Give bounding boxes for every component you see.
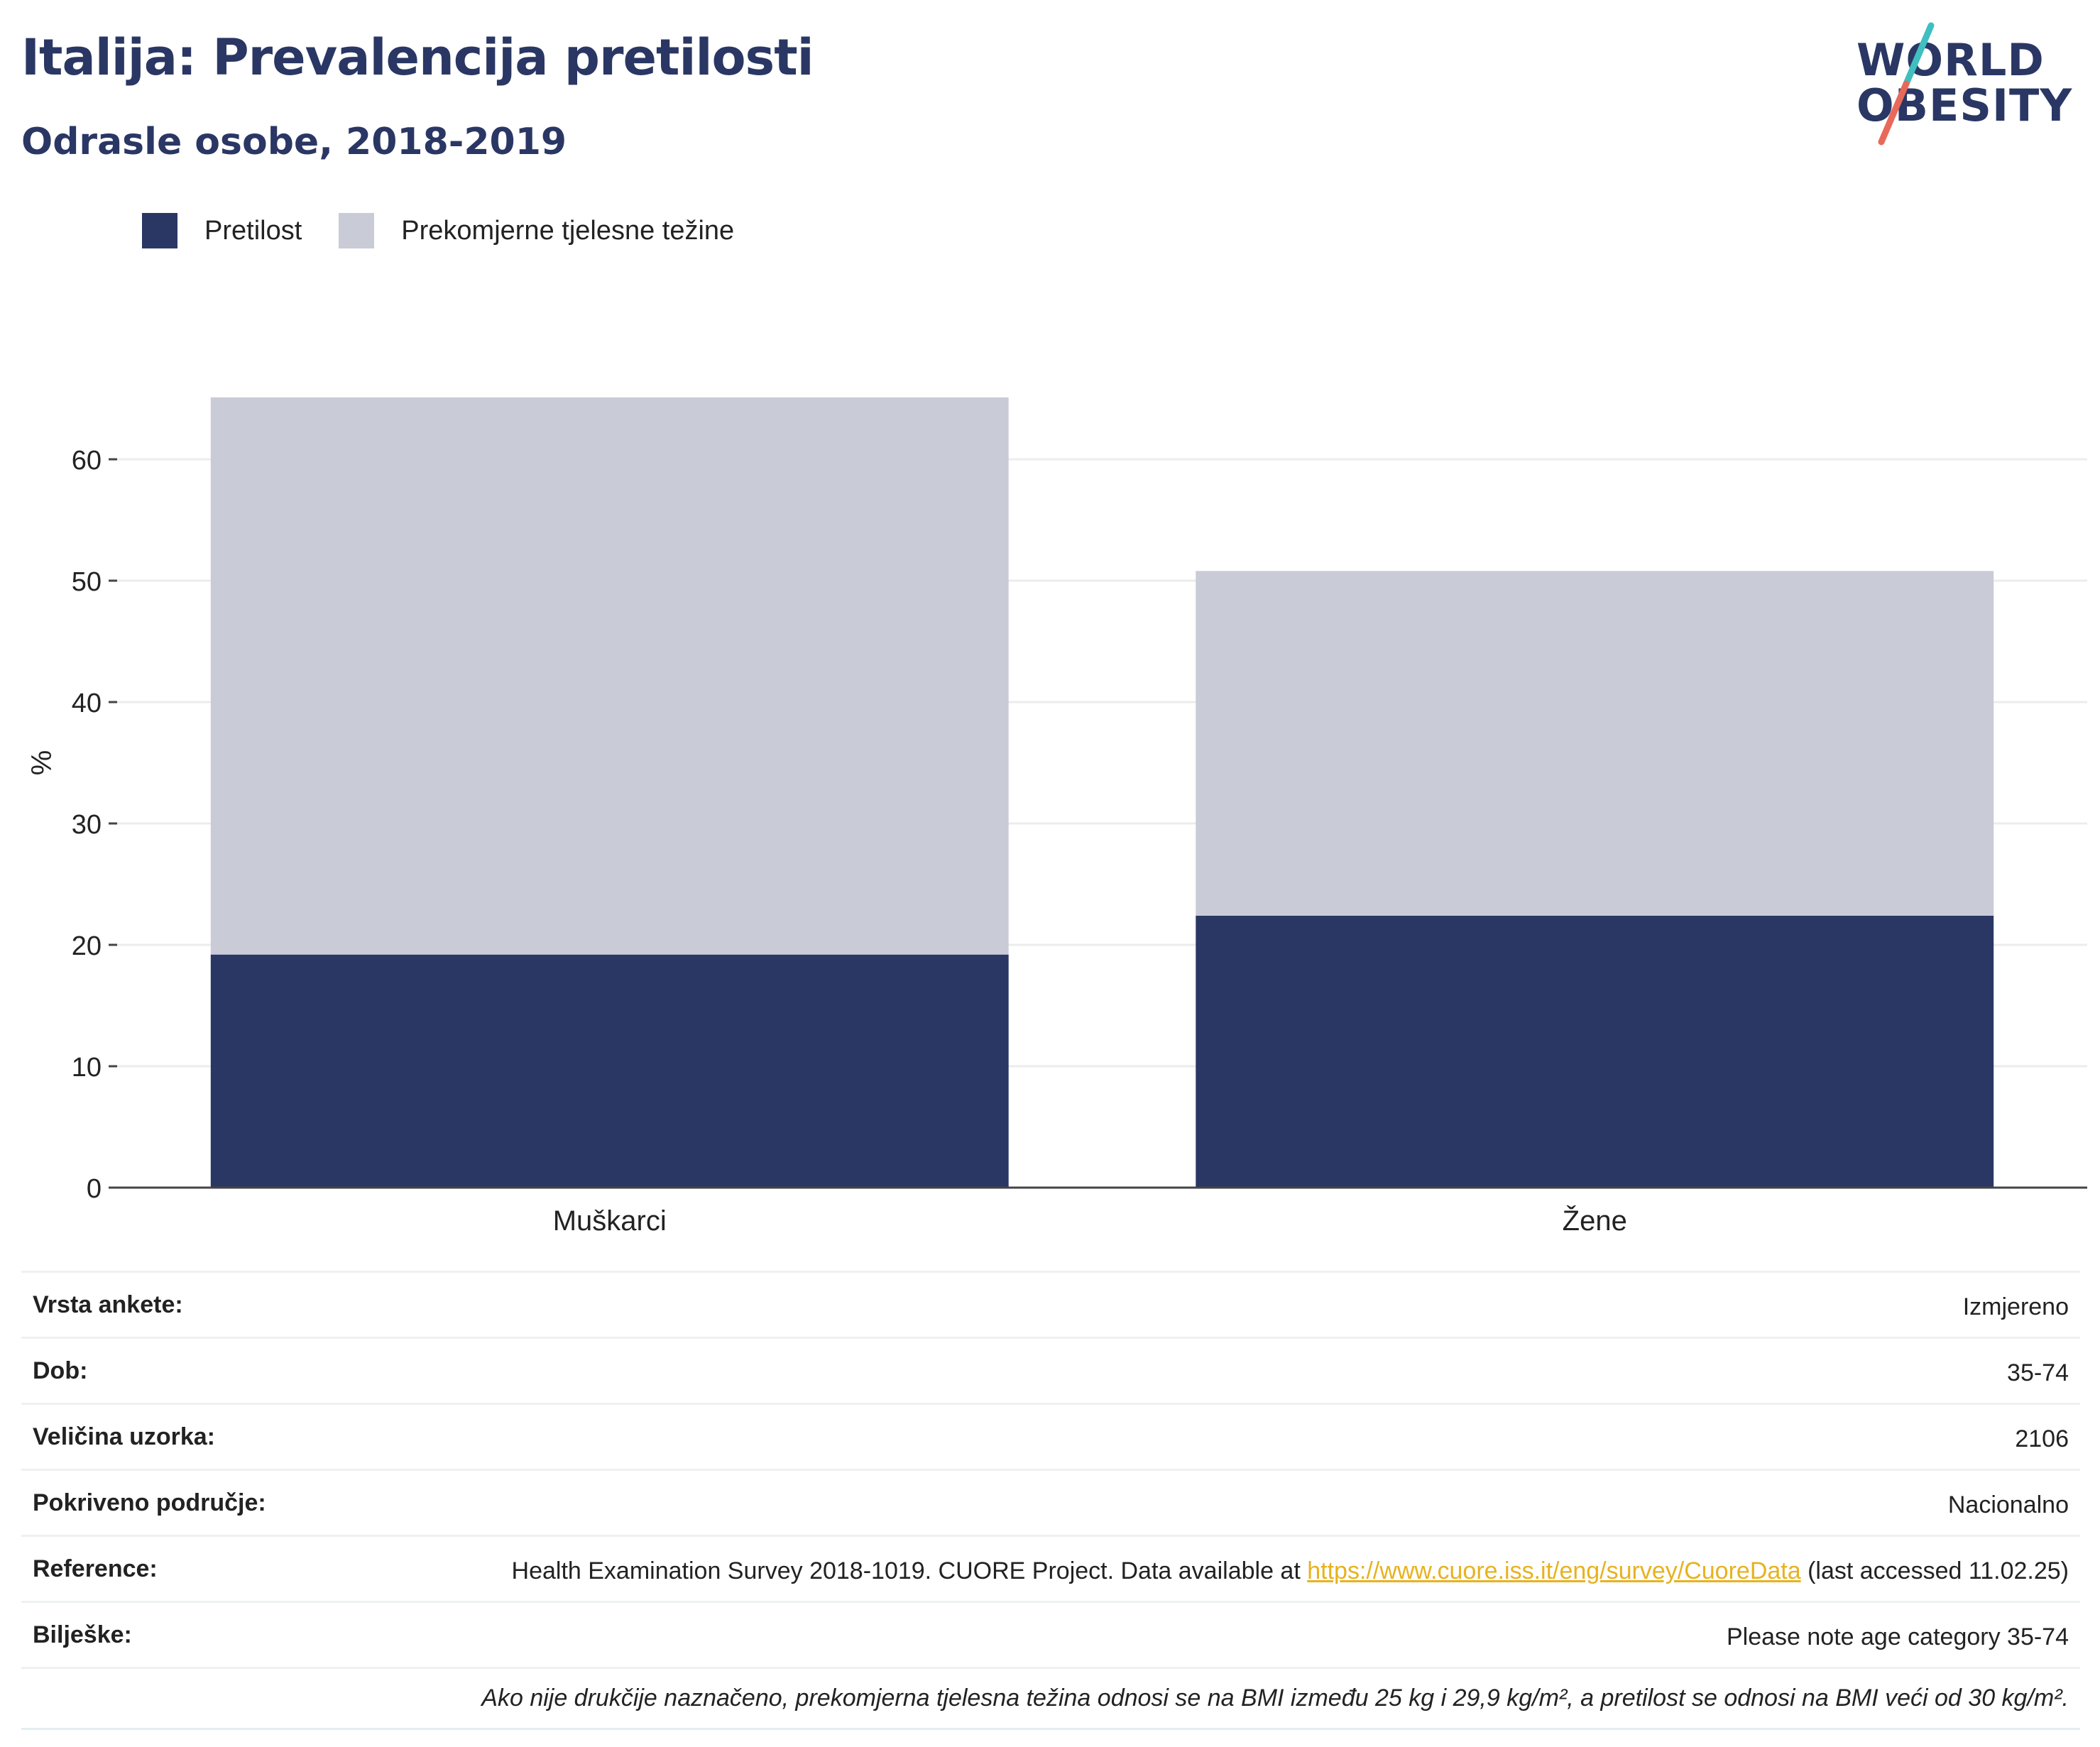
legend-swatch-overweight <box>339 213 375 248</box>
info-row-notes: Bilješke: Please note age category 35-74 <box>21 1601 2080 1667</box>
y-tick-label: 30 <box>72 810 102 840</box>
logo-line-1: WORLD <box>1856 34 2045 86</box>
legend-swatch-obesity <box>142 213 177 248</box>
info-value: 35-74 <box>2007 1359 2069 1386</box>
y-tick-label: 20 <box>72 931 102 961</box>
y-tick-label: 50 <box>72 567 102 597</box>
stacked-bar-chart: 0 10 20 30 40 50 60% Muškarci Žene <box>26 397 2087 1237</box>
world-obesity-logo: WORLD OBESITY <box>1849 20 2091 155</box>
x-tick-label: Muškarci <box>553 1205 667 1237</box>
info-value: Please note age category 35-74 <box>1726 1623 2069 1650</box>
info-label: Dob: <box>33 1357 88 1384</box>
legend-label-obesity: Pretilost <box>204 215 302 246</box>
x-tick-label: Žene <box>1563 1205 1627 1237</box>
info-row-area-covered: Pokriveno područje: Nacionalno <box>21 1469 2080 1535</box>
bar-obesity <box>210 954 1009 1188</box>
logo-slash-icon <box>1878 22 1935 146</box>
legend-item-obesity: Pretilost <box>142 213 302 248</box>
reference-text: Health Examination Survey 2018-1019. CUO… <box>511 1557 1308 1584</box>
definition-footnote: Ako nije drukčije naznačeno, prekomjerna… <box>21 1667 2080 1730</box>
info-label: Veličina uzorka: <box>33 1423 215 1450</box>
info-row-survey-type: Vrsta ankete: Izmjereno <box>21 1271 2080 1337</box>
info-label: Bilješke: <box>33 1621 132 1648</box>
bar-overweight <box>210 397 1009 955</box>
reference-accessed: (last accessed 11.02.25) <box>1800 1557 2069 1584</box>
bar-overweight <box>1196 571 1994 916</box>
reference-link[interactable]: https://www.cuore.iss.it/eng/survey/Cuor… <box>1307 1557 1801 1584</box>
legend-item-overweight: Prekomjerne tjelesne težine <box>339 213 734 248</box>
y-axis-label: % <box>26 750 58 776</box>
y-tick-label: 60 <box>72 446 102 476</box>
y-tick-label: 10 <box>72 1053 102 1083</box>
info-value: Health Examination Survey 2018-1019. CUO… <box>512 1555 2069 1587</box>
y-tick-label: 40 <box>72 689 102 718</box>
info-row-reference: Reference: Health Examination Survey 201… <box>21 1535 2080 1601</box>
info-label: Vrsta ankete: <box>33 1291 183 1318</box>
info-row-age: Dob: 35-74 <box>21 1337 2080 1403</box>
survey-info-table: Vrsta ankete: Izmjereno Dob: 35-74 Velič… <box>21 1271 2080 1730</box>
chart-legend: Pretilost Prekomjerne tjelesne težine <box>142 209 771 252</box>
chart-subtitle: Odrasle osobe, 2018-2019 <box>21 121 567 163</box>
legend-label-overweight: Prekomjerne tjelesne težine <box>401 215 735 246</box>
info-value: 2106 <box>2015 1425 2069 1452</box>
info-label: Reference: <box>33 1555 158 1582</box>
y-tick-label: 0 <box>87 1174 102 1204</box>
chart-title: Italija: Prevalencija pretilosti <box>21 28 814 87</box>
info-label: Pokriveno područje: <box>33 1489 266 1516</box>
info-row-sample-size: Veličina uzorka: 2106 <box>21 1403 2080 1469</box>
bar-obesity <box>1196 915 1994 1188</box>
info-value: Nacionalno <box>1947 1491 2069 1518</box>
info-value: Izmjereno <box>1962 1293 2069 1320</box>
